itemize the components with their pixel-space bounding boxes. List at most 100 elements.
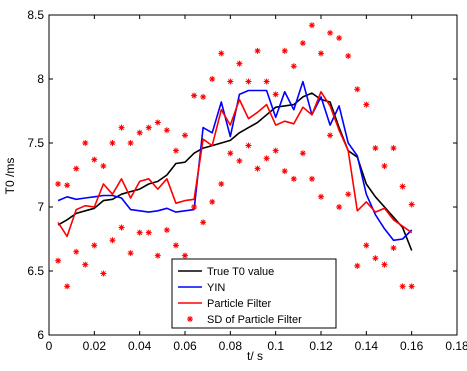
y-tick-label: 6.5 [27, 264, 44, 278]
data-point-marker [263, 78, 270, 85]
data-point-marker [145, 229, 152, 236]
data-point-marker [73, 248, 80, 255]
data-point-marker [299, 40, 306, 47]
data-point-marker [272, 91, 279, 98]
data-point-marker [55, 257, 62, 264]
legend-box [171, 258, 337, 329]
x-tick-label: 0.16 [400, 339, 424, 353]
data-point-marker [136, 129, 143, 136]
x-tick-label: 0.08 [219, 339, 243, 353]
data-point-marker [308, 22, 315, 29]
data-point-marker [145, 124, 152, 131]
data-point-marker [218, 180, 225, 187]
data-point-marker [381, 261, 388, 268]
legend-label: True T0 value [207, 266, 274, 278]
data-point-marker [209, 76, 216, 82]
legend-marker [187, 316, 193, 322]
data-point-marker [64, 182, 71, 189]
x-axis-label: t/ s [247, 349, 263, 363]
legend-entry: Particle Filter [178, 298, 272, 310]
x-tick-label: 0.02 [83, 339, 107, 353]
legend-label: SD of Particle Filter [207, 314, 302, 326]
data-point-marker [82, 261, 89, 268]
data-point-marker [64, 283, 71, 290]
x-tick-label: 0.1 [267, 339, 284, 353]
data-point-marker [55, 180, 62, 187]
data-point-marker [390, 244, 397, 251]
data-point-marker [327, 29, 334, 36]
data-point-marker [381, 163, 388, 170]
data-point-marker [100, 163, 107, 170]
data-point-marker [118, 124, 125, 131]
x-tick-label: 0.18 [445, 339, 467, 353]
data-point-marker [227, 150, 234, 157]
data-point-marker [163, 127, 170, 134]
data-point-marker [182, 132, 188, 139]
data-point-marker [218, 50, 225, 57]
data-point-marker [200, 93, 207, 100]
data-point-marker [281, 168, 288, 175]
y-tick-label: 8 [37, 72, 44, 86]
data-point-marker [354, 86, 361, 93]
data-point-marker [299, 150, 306, 157]
data-point-marker [290, 175, 297, 182]
data-point-marker [172, 242, 179, 249]
data-point-marker [372, 255, 379, 262]
data-point-marker [263, 155, 270, 162]
data-point-marker [236, 157, 243, 164]
data-point-marker [399, 283, 406, 290]
data-point-marker [408, 201, 415, 208]
data-point-marker [109, 140, 116, 146]
data-point-marker [127, 140, 134, 146]
data-point-marker [245, 78, 252, 85]
legend: True T0 value YIN Particle Filter SD of Par… [171, 258, 337, 329]
data-point-marker [363, 242, 370, 249]
x-tick-label: 0.04 [128, 339, 152, 353]
data-point-marker [163, 227, 170, 234]
data-point-marker [399, 183, 406, 190]
data-point-marker [272, 147, 279, 154]
legend-entry: SD of Particle Filter [187, 314, 302, 326]
data-point-marker [82, 140, 89, 146]
legend-entry: YIN [178, 282, 225, 294]
series-line-yin [57, 80, 413, 242]
data-point-marker [209, 198, 216, 205]
data-point-marker [200, 219, 207, 226]
data-point-marker [327, 132, 334, 139]
data-point-marker [254, 47, 261, 54]
x-tick-label: 0.12 [309, 339, 333, 353]
data-point-marker [336, 35, 343, 42]
data-point-marker [390, 145, 397, 152]
data-point-marker [318, 193, 324, 200]
data-point-marker [281, 47, 288, 54]
data-point-marker [73, 165, 80, 172]
data-point-marker [154, 119, 161, 126]
y-axis-label: T0 /ms [3, 158, 17, 195]
series-layer [55, 22, 415, 290]
data-point-marker [254, 165, 261, 172]
series-sd-particle-filter [55, 22, 415, 290]
x-tick-label: 0 [46, 339, 53, 353]
data-point-marker [100, 270, 107, 277]
legend-label: Particle Filter [207, 298, 272, 310]
data-point-marker [345, 191, 352, 198]
legend-entry: True T0 value [178, 266, 274, 278]
data-point-marker [290, 63, 297, 70]
x-tick-label: 0.14 [355, 339, 379, 353]
data-point-marker [318, 50, 324, 57]
data-point-marker [127, 250, 134, 257]
data-point-marker [154, 252, 161, 259]
x-tick-label: 0.06 [173, 339, 197, 353]
y-tick-label: 6 [37, 328, 44, 342]
data-point-marker [91, 156, 98, 163]
y-axis: 6 6.5 7 7.5 8 8.5 [27, 8, 457, 342]
y-tick-label: 7 [37, 200, 44, 214]
legend-label: YIN [207, 282, 225, 294]
data-point-marker [191, 92, 198, 99]
data-point-marker [191, 204, 198, 210]
data-point-marker [336, 204, 343, 210]
data-point-marker [172, 147, 179, 154]
data-point-marker [182, 252, 188, 259]
data-point-marker [354, 262, 361, 269]
